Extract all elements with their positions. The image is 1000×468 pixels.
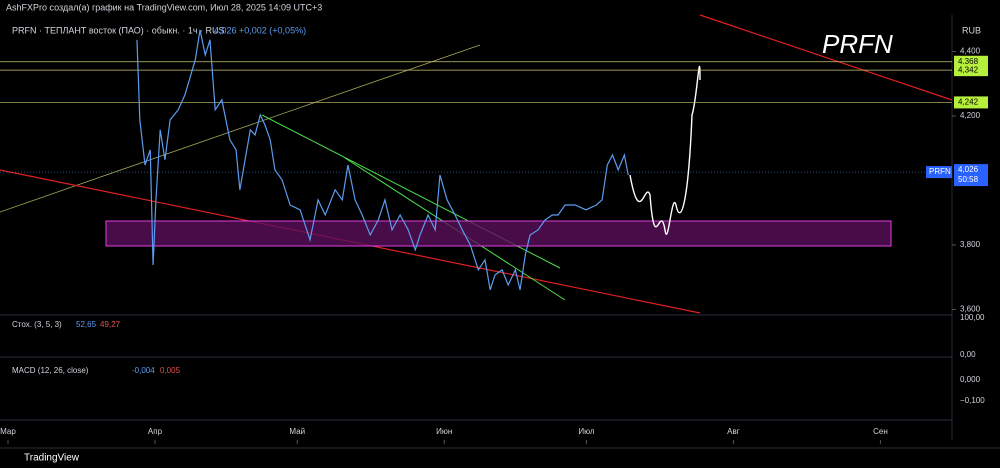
- macd-tick: 0,000: [960, 375, 981, 384]
- level-box: [954, 96, 988, 109]
- stoch-k: 52,65: [76, 320, 97, 329]
- x-tick-label: Мар: [0, 427, 16, 436]
- y-tick-label: 3,600: [960, 305, 981, 314]
- macd-signal: 0,005: [160, 366, 181, 375]
- macd-title: MACD (12, 26, close): [12, 366, 89, 375]
- currency: RUB: [962, 25, 981, 35]
- footer-brand: TradingView: [24, 453, 80, 464]
- trendline: [0, 44, 481, 213]
- stoch-d: 49,27: [100, 320, 121, 329]
- legend: PRFN · ТЕПЛАНТ восток (ПАО) · обыкн. · 1…: [12, 25, 225, 35]
- stoch-title: Стох. (3, 5, 3): [12, 320, 62, 329]
- projection: [629, 65, 701, 235]
- y-tick-label: 3,800: [960, 240, 981, 249]
- level-label: 4,242: [958, 98, 979, 107]
- last-name: PRFN: [929, 167, 951, 176]
- zone: [105, 220, 892, 247]
- last-label: 4,026: [958, 165, 979, 174]
- legend-value: 4,026 +0,002 (+0,05%): [214, 25, 306, 35]
- stoch-tick: 0,00: [960, 350, 976, 359]
- x-tick-label: Сен: [873, 427, 888, 436]
- last-countdown: 50:58: [958, 175, 979, 184]
- x-tick-label: Июн: [436, 427, 452, 436]
- level-label: 4,368: [958, 57, 979, 66]
- price-line: [136, 29, 629, 291]
- y-tick-label: 4,200: [960, 111, 981, 120]
- macd-value: -0,004: [132, 366, 155, 375]
- last-name-box: [926, 166, 952, 179]
- macd-tick: −0,100: [960, 396, 985, 405]
- stoch-tick: 100,00: [960, 313, 985, 322]
- x-tick-label: Апр: [148, 427, 163, 436]
- y-tick-label: 4,400: [960, 47, 981, 56]
- x-tick-label: Май: [289, 427, 305, 436]
- trendline: [699, 14, 953, 101]
- last-box: [954, 164, 988, 187]
- x-tick-label: Авг: [727, 427, 740, 436]
- chart-title: PRFN: [822, 29, 893, 59]
- header: AshFXPro создал(а) график на TradingView…: [6, 2, 322, 12]
- x-tick-label: Июл: [578, 427, 595, 436]
- level-box: [954, 64, 988, 77]
- level-label: 4,342: [958, 65, 979, 74]
